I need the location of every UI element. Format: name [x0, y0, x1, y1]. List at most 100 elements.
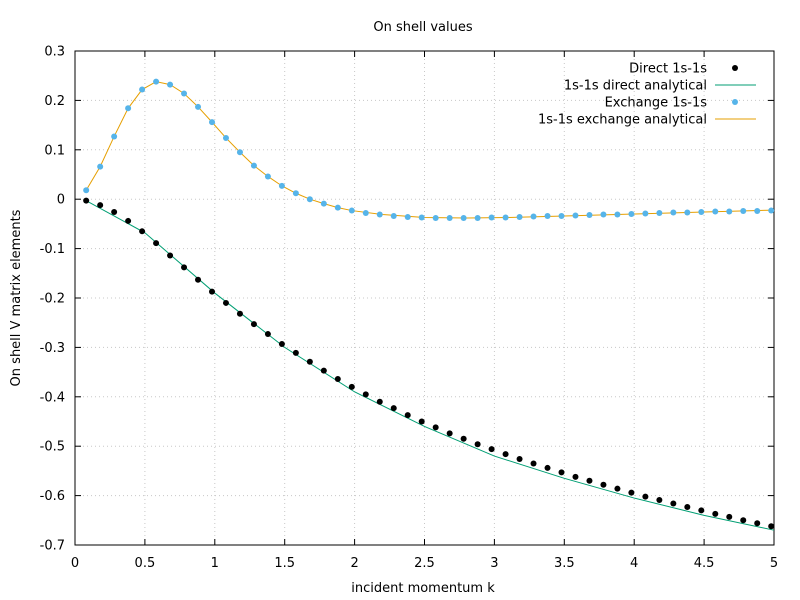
- data-point: [292, 190, 299, 197]
- data-point: [278, 182, 285, 189]
- data-point: [390, 212, 397, 219]
- series-group: [83, 78, 775, 531]
- data-point: [83, 187, 90, 194]
- data-point: [558, 469, 565, 476]
- data-point: [726, 208, 733, 215]
- data-point: [320, 200, 327, 207]
- data-point: [740, 517, 747, 524]
- data-point: [656, 497, 663, 504]
- data-point: [768, 523, 775, 530]
- y-tick-label: -0.1: [40, 242, 65, 257]
- data-point: [530, 460, 537, 467]
- data-point: [698, 507, 705, 514]
- data-point: [544, 464, 551, 471]
- data-point: [474, 441, 481, 448]
- data-point: [572, 473, 579, 480]
- data-point: [306, 196, 313, 203]
- data-point: [181, 264, 188, 271]
- data-point: [586, 212, 593, 219]
- y-tick-label: 0.1: [44, 143, 65, 158]
- data-point: [474, 214, 481, 221]
- x-tick-label: 0.5: [135, 556, 156, 571]
- data-point: [236, 310, 243, 317]
- y-tick-label: -0.2: [40, 292, 65, 307]
- x-tick-label: 1: [211, 556, 219, 571]
- data-point: [348, 383, 355, 390]
- data-point: [125, 217, 132, 224]
- data-point: [740, 208, 747, 215]
- data-point: [264, 331, 271, 338]
- y-tick-label: 0.3: [44, 45, 65, 60]
- data-point: [530, 213, 537, 220]
- y-tick-label: -0.3: [40, 341, 65, 356]
- x-tick-label: 1.5: [274, 556, 295, 571]
- data-point: [488, 214, 495, 221]
- data-point: [195, 276, 202, 283]
- legend-label: Exchange 1s-1s: [605, 96, 708, 111]
- data-point: [754, 520, 761, 527]
- data-point: [572, 212, 579, 219]
- data-point: [250, 321, 257, 328]
- data-point: [502, 214, 509, 221]
- data-point: [292, 349, 299, 356]
- data-point: [376, 211, 383, 218]
- data-point: [418, 214, 425, 221]
- x-tick-label: 0: [71, 556, 79, 571]
- x-tick-label: 3: [490, 556, 498, 571]
- data-point: [670, 500, 677, 507]
- data-point: [125, 105, 132, 112]
- data-point: [712, 208, 719, 215]
- y-tick-label: -0.6: [40, 489, 65, 504]
- chart-title: On shell values: [373, 20, 472, 35]
- data-point: [181, 90, 188, 97]
- x-tick-label: 4.5: [694, 556, 715, 571]
- data-point: [460, 214, 467, 221]
- data-point: [432, 424, 439, 431]
- data-point: [670, 209, 677, 216]
- data-point: [446, 430, 453, 437]
- data-point: [516, 213, 523, 220]
- data-point: [348, 207, 355, 214]
- y-tick-label: 0.2: [44, 94, 65, 109]
- data-point: [404, 412, 411, 419]
- data-point: [684, 503, 691, 510]
- data-point: [236, 149, 243, 156]
- data-point: [83, 197, 90, 204]
- data-point: [111, 133, 118, 140]
- data-point: [376, 398, 383, 405]
- data-point: [153, 240, 160, 247]
- legend-label: 1s-1s exchange analytical: [538, 113, 707, 128]
- data-point: [642, 493, 649, 500]
- data-point: [97, 163, 104, 170]
- data-point: [488, 446, 495, 453]
- legend-label: 1s-1s direct analytical: [564, 79, 707, 94]
- y-tick-label: 0: [57, 193, 65, 208]
- legend: Direct 1s-1s 1s-1s direct analytical Excha…: [538, 62, 756, 128]
- x-axis: 0 0.5 1 1.5 2 2.5 3 3.5 4 4.5 5: [71, 51, 778, 571]
- x-tick-label: 2: [350, 556, 358, 571]
- data-point: [726, 513, 733, 520]
- legend-point-sample: [732, 65, 738, 71]
- data-point: [754, 208, 761, 215]
- data-point: [656, 210, 663, 217]
- data-point: [209, 288, 216, 295]
- data-point: [390, 405, 397, 412]
- data-point: [642, 210, 649, 217]
- data-point: [586, 477, 593, 484]
- data-point: [418, 418, 425, 425]
- series-line-1: [85, 200, 775, 531]
- y-tick-label: -0.5: [40, 440, 65, 455]
- x-tick-label: 4: [630, 556, 638, 571]
- x-tick-label: 2.5: [414, 556, 435, 571]
- legend-label: Direct 1s-1s: [629, 62, 707, 77]
- data-point: [432, 214, 439, 221]
- data-point: [334, 204, 341, 211]
- data-point: [502, 451, 509, 458]
- data-point: [334, 376, 341, 383]
- data-point: [712, 510, 719, 517]
- data-point: [362, 210, 369, 217]
- y-axis-label: On shell V matrix elements: [9, 209, 24, 386]
- data-point: [320, 367, 327, 374]
- data-point: [195, 103, 202, 110]
